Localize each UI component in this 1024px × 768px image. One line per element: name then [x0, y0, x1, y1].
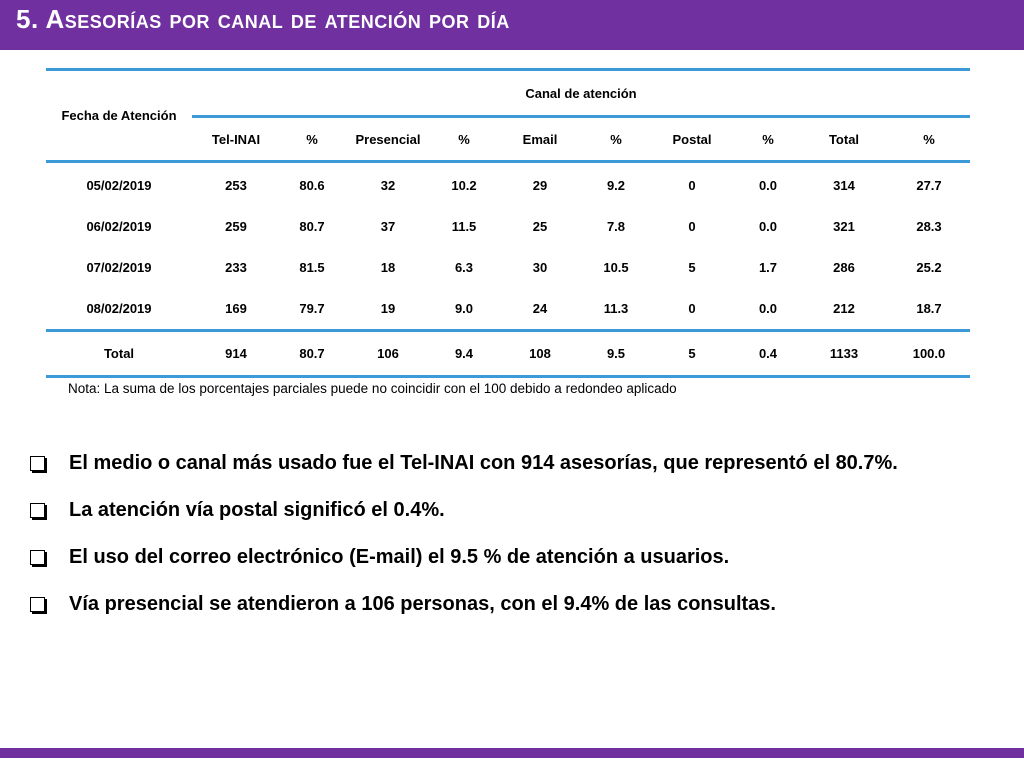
cell: 7.8 [606, 219, 626, 234]
header-col: % [584, 116, 648, 163]
footer-bar [0, 748, 1024, 758]
cell-total-label: Total [46, 329, 192, 378]
cell: 10.2 [451, 178, 477, 193]
cell: 100.0 [888, 329, 970, 378]
bullet-text: La atención vía postal significó el 0.4%… [69, 499, 445, 521]
cell-fecha: 07/02/2019 [86, 260, 152, 275]
cell: 29 [532, 178, 548, 193]
header-col: % [736, 116, 800, 163]
cell: 9.5 [584, 329, 648, 378]
header-canal-group: Canal de atención [192, 69, 970, 118]
header-col: % [432, 116, 496, 163]
cell: 233 [225, 260, 247, 275]
cell: 18 [380, 260, 396, 275]
header-col: Email [496, 116, 584, 163]
asesorias-table: Fecha de Atención Canal de atención Tel-… [46, 68, 970, 378]
checkbox-bullet-icon [30, 597, 45, 612]
cell: 18.7 [916, 301, 942, 316]
cell: 212 [833, 301, 855, 316]
header-col: % [280, 116, 344, 163]
cell: 80.7 [280, 329, 344, 378]
bullet-item: El uso del correo electrónico (E-mail) e… [30, 534, 1010, 581]
cell-fecha: 06/02/2019 [86, 219, 152, 234]
cell-fecha: 08/02/2019 [86, 301, 152, 316]
cell: 286 [833, 260, 855, 275]
cell: 80.7 [299, 219, 325, 234]
asesorias-table-container: Fecha de Atención Canal de atención Tel-… [46, 68, 970, 378]
cell: 19 [380, 301, 396, 316]
bullet-text: Vía presencial se atendieron a 106 perso… [69, 593, 776, 615]
header-col: Total [800, 116, 888, 163]
cell: 79.7 [299, 301, 325, 316]
table-row: 05/02/2019 253 80.6 32 10.2 29 9.2 0 0.0… [46, 162, 970, 207]
bullet-item: La atención vía postal significó el 0.4%… [30, 487, 1010, 534]
cell: 1133 [800, 329, 888, 378]
cell: 0.0 [758, 219, 778, 234]
table-total-row: Total 914 80.7 106 9.4 108 9.5 5 0.4 113… [46, 329, 970, 378]
cell: 28.3 [916, 219, 942, 234]
bullet-item: Vía presencial se atendieron a 106 perso… [30, 581, 1010, 628]
cell: 80.6 [299, 178, 325, 193]
table-note: Nota: La suma de los porcentajes parcial… [68, 381, 677, 396]
checkbox-bullet-icon [30, 550, 45, 565]
checkbox-bullet-icon [30, 456, 45, 471]
cell: 27.7 [916, 178, 942, 193]
cell: 6.3 [454, 260, 474, 275]
cell: 81.5 [299, 260, 325, 275]
checkbox-bullet-icon [30, 503, 45, 518]
bullet-item: El medio o canal más usado fue el Tel-IN… [30, 440, 1010, 487]
cell: 0.0 [758, 178, 778, 193]
cell: 10.5 [603, 260, 629, 275]
table-row: 06/02/2019 259 80.7 37 11.5 25 7.8 0 0.0… [46, 206, 970, 247]
cell: 0.0 [758, 301, 778, 316]
cell: 5 [648, 329, 736, 378]
cell: 9.4 [432, 329, 496, 378]
bullet-text: El medio o canal más usado fue el Tel-IN… [69, 452, 898, 474]
cell: 914 [192, 329, 280, 378]
cell: 32 [380, 178, 396, 193]
cell: 24 [532, 301, 548, 316]
cell: 37 [380, 219, 396, 234]
header-fecha: Fecha de Atención [46, 69, 192, 163]
cell: 169 [225, 301, 247, 316]
cell: 25 [532, 219, 548, 234]
table-header-row-columns: Tel-INAI % Presencial % Email % Postal %… [46, 116, 970, 163]
cell: 106 [344, 329, 432, 378]
cell: 11.3 [603, 301, 629, 316]
cell: 1.7 [758, 260, 778, 275]
slide-title: 5. Asesorías por canal de atención por d… [16, 4, 510, 34]
cell: 11.5 [451, 219, 477, 234]
cell: 5 [688, 260, 696, 275]
table-header-row-group: Fecha de Atención Canal de atención [46, 69, 970, 163]
table-row: 08/02/2019 169 79.7 19 9.0 24 11.3 0 0.0… [46, 288, 970, 331]
header-col: Presencial [344, 116, 432, 163]
cell: 253 [225, 178, 247, 193]
cell: 0.4 [736, 329, 800, 378]
cell: 9.2 [606, 178, 626, 193]
cell: 0 [688, 219, 696, 234]
bullet-list: El medio o canal más usado fue el Tel-IN… [30, 440, 1010, 628]
cell: 321 [833, 219, 855, 234]
cell: 30 [532, 260, 548, 275]
cell: 9.0 [454, 301, 474, 316]
cell: 25.2 [916, 260, 942, 275]
cell: 0 [688, 301, 696, 316]
cell: 0 [688, 178, 696, 193]
bullet-text: El uso del correo electrónico (E-mail) e… [69, 546, 730, 568]
header-col: Tel-INAI [192, 116, 280, 163]
cell-fecha: 05/02/2019 [86, 178, 152, 193]
table-row: 07/02/2019 233 81.5 18 6.3 30 10.5 5 1.7… [46, 247, 970, 288]
header-col: % [888, 116, 970, 163]
cell: 314 [833, 178, 855, 193]
header-col: Postal [648, 116, 736, 163]
cell: 259 [225, 219, 247, 234]
title-bar: 5. Asesorías por canal de atención por d… [0, 0, 1024, 50]
cell: 108 [496, 329, 584, 378]
